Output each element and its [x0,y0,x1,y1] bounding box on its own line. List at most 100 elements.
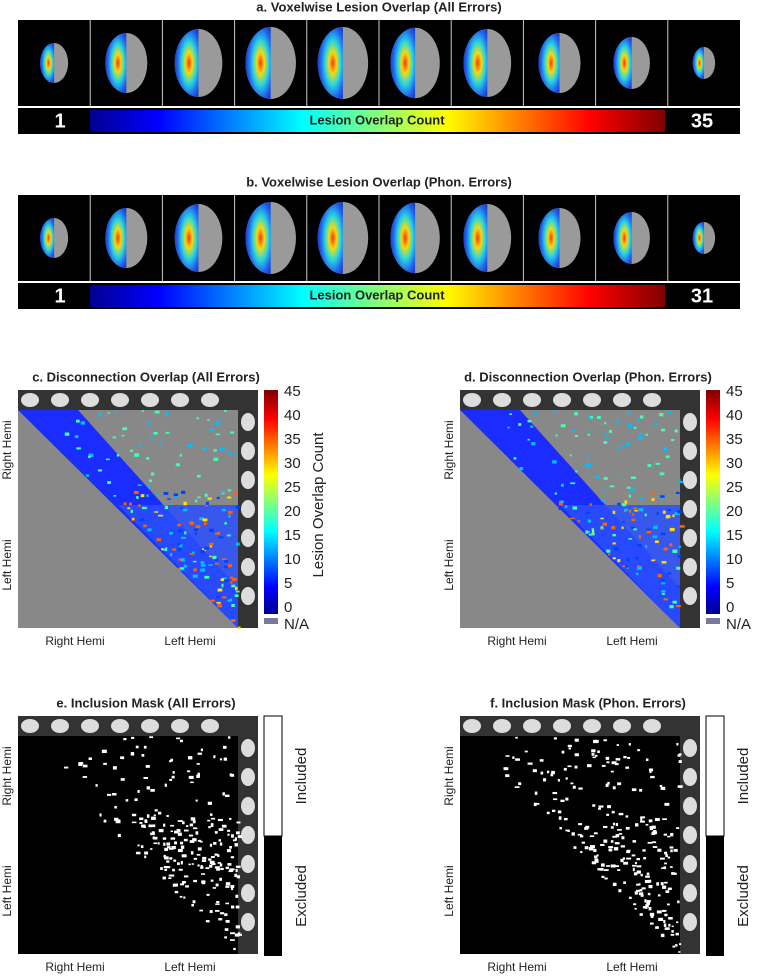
lesion-overlay [245,27,271,99]
connection-cell [197,847,202,851]
connection-cell [230,932,236,935]
connection-cell [183,896,186,899]
connection-cell [154,410,160,414]
connection-cell [676,566,681,570]
connection-cell [202,447,207,451]
connection-cell [167,498,171,500]
region-icon [241,884,255,902]
connection-cell [567,744,572,748]
connection-cell [194,532,197,535]
connection-cell [667,410,672,414]
connection-cell [622,857,626,860]
connection-cell [532,769,537,773]
connection-cell [524,750,528,753]
connection-cell [613,847,619,851]
region-icon [683,739,697,757]
connection-cell [187,756,193,760]
region-icon [241,558,255,576]
x-label: Right Hemi [487,634,546,648]
connection-cell [143,745,147,749]
connection-cell [534,411,537,416]
connection-cell [580,851,583,854]
region-icon [523,719,541,733]
connection-cell [231,603,235,608]
connection-cell [171,845,176,850]
connection-cell [670,933,675,936]
connection-cell [612,835,617,838]
connection-cell [217,588,223,592]
region-icon [683,500,697,518]
connection-cell [224,565,228,569]
connection-cell [661,561,667,564]
connection-cell [200,568,206,572]
connection-cell [669,543,673,547]
connection-cell [218,839,221,842]
connection-cell [116,819,121,822]
connection-cell [187,443,193,448]
connection-cell [210,879,214,882]
connection-cell [162,876,166,880]
connection-cell [139,817,144,821]
connection-cell [158,514,164,517]
connection-cell [555,434,558,437]
connection-cell [217,862,222,864]
connection-cell [654,423,658,426]
connection-cell [600,499,606,502]
connection-cell [638,535,642,539]
connection-cell [649,827,653,831]
connection-cell [530,425,534,428]
connection-cell [664,881,668,884]
connection-cell [123,738,127,741]
connection-cell [107,412,110,414]
connection-cell [675,491,680,495]
connection-cell [670,849,673,853]
connection-cell [565,777,568,780]
connection-cell [617,869,621,872]
connection-cell [646,901,650,905]
connection-cell [132,517,135,520]
connection-cell [639,433,643,436]
connection-cell [678,478,681,481]
connection-cell [200,564,206,567]
connection-cell [182,508,188,512]
connection-cell [213,457,219,461]
connection-cell [183,875,189,878]
connection-cell [663,919,666,923]
connection-cell [668,917,673,920]
region-icon [463,719,481,733]
connection-cell [214,562,219,565]
connection-cell [636,858,640,861]
connection-cell [191,551,195,554]
lesion-overlay [692,222,704,254]
connection-cell [197,496,201,499]
connection-cell [559,826,562,830]
connection-cell [169,760,172,763]
connection-cell [594,855,598,859]
connection-cell [663,833,667,836]
connection-cell [625,826,630,830]
connection-cell [593,848,597,853]
connection-cell [657,894,661,897]
connection-cell [150,848,153,850]
connection-cell [534,803,540,805]
connection-cell [669,527,675,532]
connection-cell [612,542,616,545]
connection-cell [620,858,624,863]
connection-cell [143,776,149,779]
connection-cell [588,533,594,536]
connection-cell [219,842,223,846]
connection-cell [215,433,221,436]
connection-cell [656,910,662,914]
connection-cell [637,749,641,752]
connection-cell [626,442,631,446]
region-icon [493,393,511,407]
connection-cell [649,770,652,774]
connection-cell [228,515,231,518]
connection-cell [659,412,664,417]
colorbar-tick: 5 [726,575,734,592]
connection-cell [637,418,640,421]
connection-cell [235,865,241,868]
connection-cell [631,526,635,530]
connection-cell [208,825,211,829]
